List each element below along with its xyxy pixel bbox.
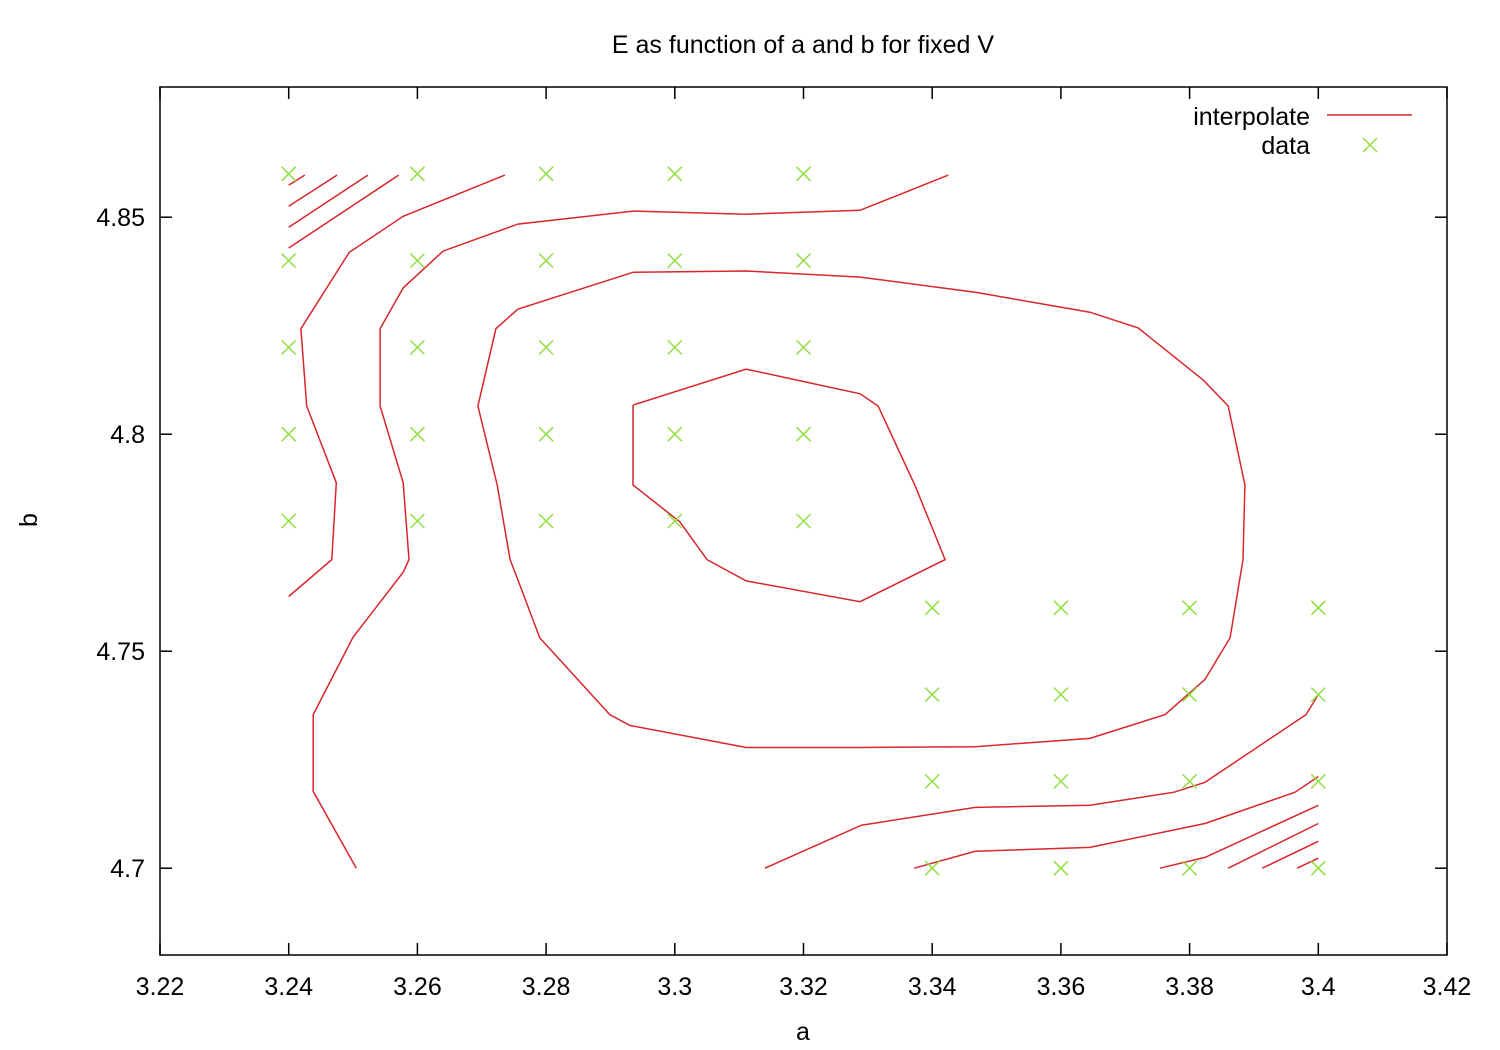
y-tick-label: 4.75 (96, 638, 145, 666)
x-tick-label: 3.26 (393, 973, 442, 1001)
x-tick-label: 3.32 (779, 973, 828, 1001)
data-point (409, 513, 425, 529)
data-point (795, 426, 812, 442)
axis-ticks: 3.22 3.24 3.26 3.28 3.3 3.32 3.34 3.36 3.38 3.4 3.… (96, 87, 1471, 1001)
data-point (281, 339, 297, 355)
data-point (281, 513, 297, 529)
data-point (924, 773, 940, 789)
data-point (1182, 860, 1198, 876)
data-point (1053, 773, 1069, 789)
legend-x-marker (1362, 137, 1378, 153)
data-point (667, 253, 683, 269)
data-point (409, 253, 425, 269)
contour-lines (288, 174, 1319, 869)
data-point (1182, 600, 1198, 616)
contour-line (477, 270, 1246, 749)
contour-line (1159, 804, 1319, 869)
data-point (1053, 600, 1069, 616)
legend-label-interpolate: interpolate (1193, 103, 1310, 131)
y-tick-label: 4.7 (110, 855, 145, 883)
data-point (409, 166, 425, 182)
x-tick-label: 3.34 (908, 973, 957, 1001)
x-tick-label: 3.24 (264, 973, 313, 1001)
data-point (538, 253, 554, 269)
x-tick-label: 3.38 (1165, 973, 1214, 1001)
contour-line (632, 368, 947, 603)
contour-line (288, 174, 338, 207)
legend: interpolate data (1193, 103, 1412, 160)
data-point (1053, 687, 1069, 703)
contour-line (1227, 822, 1319, 869)
data-point (538, 513, 554, 529)
data-point (795, 513, 812, 529)
data-points (281, 166, 1326, 876)
y-tick-label: 4.85 (96, 204, 145, 232)
data-point (538, 166, 554, 182)
contour-line (288, 174, 369, 228)
contour-line (288, 174, 506, 598)
x-tick-label: 3.28 (522, 973, 571, 1001)
data-point (538, 339, 554, 355)
contour-line (288, 174, 306, 186)
data-point (667, 426, 683, 442)
x-axis-label: a (796, 1018, 810, 1046)
contour-line (312, 174, 949, 869)
data-point (924, 860, 940, 876)
data-point (924, 687, 940, 703)
data-point (1310, 860, 1326, 876)
x-tick-label: 3.22 (136, 973, 185, 1001)
data-point (1310, 687, 1326, 703)
x-tick-label: 3.3 (657, 973, 692, 1001)
data-point (1310, 773, 1326, 789)
contour-line (1261, 840, 1319, 869)
contour-line (914, 775, 1319, 869)
y-axis-label: b (15, 513, 43, 527)
data-point (924, 600, 940, 616)
legend-label-data: data (1261, 132, 1310, 160)
data-point (281, 166, 297, 182)
contour-line (1296, 857, 1319, 869)
legend-swatch-data (1362, 137, 1378, 153)
data-point (1053, 860, 1069, 876)
y-tick-label: 4.8 (110, 421, 145, 449)
data-point (281, 426, 297, 442)
x-tick-label: 3.42 (1423, 973, 1472, 1001)
x-tick-label: 3.4 (1301, 973, 1336, 1001)
contour-line (288, 174, 400, 249)
data-point (795, 339, 812, 355)
data-point (1310, 600, 1326, 616)
data-point (667, 513, 683, 529)
data-point (409, 339, 425, 355)
contour-line (764, 694, 1319, 869)
data-point (409, 426, 425, 442)
data-point (667, 339, 683, 355)
data-point (795, 253, 812, 269)
data-point (1182, 773, 1198, 789)
data-point (1182, 687, 1198, 703)
data-point (795, 166, 812, 182)
data-point (281, 253, 297, 269)
x-tick-label: 3.36 (1037, 973, 1086, 1001)
chart-title: E as function of a and b for fixed V (612, 31, 995, 59)
data-point (667, 166, 683, 182)
data-point (538, 426, 554, 442)
